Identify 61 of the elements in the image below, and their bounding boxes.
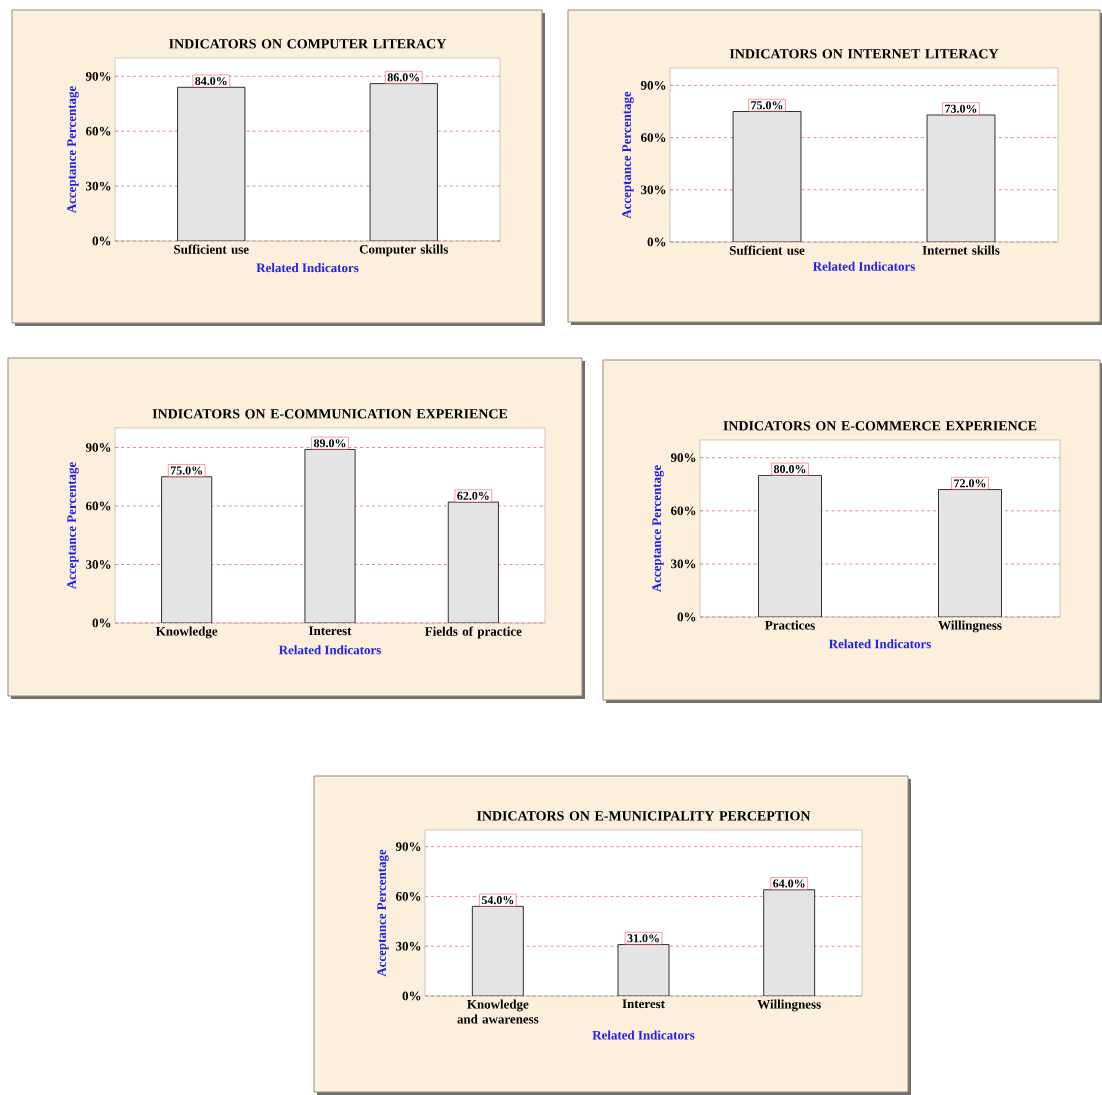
y-axis-title: Acceptance Percentage xyxy=(622,91,634,219)
y-tick-label: 60% xyxy=(641,133,666,142)
x-axis-title: Related Indicators xyxy=(592,1030,695,1040)
y-tick-label: 0% xyxy=(92,618,111,628)
x-axis-title: Related Indicators xyxy=(828,639,931,649)
y-tick-label: 30% xyxy=(86,181,111,191)
x-tick-label: Knowledge xyxy=(155,626,218,639)
y-tick-label: 30% xyxy=(86,560,111,569)
y-axis-title: Acceptance Percentage xyxy=(652,465,664,593)
x-tick-label: Knowledge and awareness xyxy=(457,999,539,1024)
chart-title: INDICATORS ON COMPUTER LITERACY xyxy=(169,39,447,49)
y-tick-label: 90% xyxy=(670,453,696,463)
x-axis-title: Related Indicators xyxy=(278,645,381,655)
y-axis-title: Acceptance Percentage xyxy=(67,86,79,214)
y-tick-label: 0% xyxy=(677,612,696,622)
data-label: 89.0% xyxy=(313,439,346,448)
y-tick-label: 30% xyxy=(641,185,666,195)
y-tick-label: 0% xyxy=(647,237,666,247)
y-tick-label: 90% xyxy=(85,443,111,452)
y-tick-label: 30% xyxy=(396,941,421,951)
data-label: 75.0% xyxy=(170,466,202,475)
y-tick-label: 60% xyxy=(86,501,111,511)
data-label: 75.0% xyxy=(751,101,783,110)
y-axis-title: Acceptance Percentage xyxy=(377,849,389,977)
y-tick-label: 90% xyxy=(395,842,421,851)
y-tick-label: 90% xyxy=(85,71,111,81)
chart-title: INDICATORS ON INTERNET LITERACY xyxy=(729,49,999,59)
data-label: 80.0% xyxy=(773,465,806,474)
y-tick-label: 30% xyxy=(671,559,696,569)
data-label: 31.0% xyxy=(627,934,659,943)
y-tick-label: 60% xyxy=(671,506,696,516)
y-tick-label: 0% xyxy=(402,991,421,1001)
chart-title: INDICATORS ON E-MUNICIPALITY PERCEPTION xyxy=(476,811,811,821)
bar xyxy=(304,449,356,624)
data-label: 64.0% xyxy=(773,879,805,888)
x-axis-title: Related Indicators xyxy=(812,261,915,271)
chart-title: INDICATORS ON E-COMMUNICATION EXPERIENCE xyxy=(152,409,508,419)
x-tick-label: Sufficient use xyxy=(174,244,249,254)
data-label: 54.0% xyxy=(481,896,514,905)
x-tick-label: Practices xyxy=(765,620,815,630)
data-label: 62.0% xyxy=(457,491,489,500)
y-tick-label: 0% xyxy=(92,236,111,246)
x-tick-label: Willingness xyxy=(938,620,1002,633)
y-tick-label: 90% xyxy=(640,81,666,90)
y-axis-title: Acceptance Percentage xyxy=(67,462,79,590)
chart-title: INDICATORS ON E-COMMERCE EXPERIENCE xyxy=(723,421,1037,431)
x-tick-label: Internet skills xyxy=(922,245,1000,255)
data-label: 86.0% xyxy=(387,73,420,82)
y-tick-label: 60% xyxy=(396,892,421,901)
x-tick-label: Sufficient use xyxy=(729,245,805,255)
x-tick-label: Interest xyxy=(622,999,665,1009)
x-tick-label: Willingness xyxy=(757,999,821,1012)
bar xyxy=(471,905,524,997)
x-axis-title: Related Indicators xyxy=(256,263,359,273)
y-tick-label: 60% xyxy=(86,126,111,136)
x-tick-label: Interest xyxy=(308,626,352,636)
data-label: 84.0% xyxy=(195,76,227,86)
data-label: 72.0% xyxy=(954,479,986,488)
data-label: 73.0% xyxy=(945,104,977,113)
x-tick-label: Fields of practice xyxy=(425,626,522,639)
x-tick-label: Computer skills xyxy=(359,244,449,257)
